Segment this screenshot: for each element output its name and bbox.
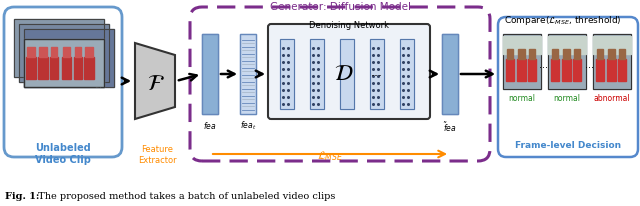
Bar [24, 30, 114, 88]
Text: Frame-level Decision: Frame-level Decision [515, 140, 621, 149]
Bar [607, 60, 616, 82]
Bar [39, 48, 47, 58]
Text: abnormal: abnormal [594, 94, 630, 103]
Bar [619, 50, 625, 60]
Bar [74, 58, 82, 80]
FancyBboxPatch shape [498, 18, 638, 157]
Text: Denoising Network: Denoising Network [309, 21, 389, 30]
Bar [529, 50, 535, 60]
Bar [202, 35, 218, 115]
Bar [548, 35, 586, 90]
Text: Unlabeled
Video Clip: Unlabeled Video Clip [35, 142, 91, 165]
Bar [506, 60, 514, 82]
Bar [574, 50, 580, 60]
Text: ...: ... [540, 60, 548, 70]
Bar [370, 40, 384, 109]
Bar [442, 35, 458, 115]
Text: $\mathcal{D}$: $\mathcal{D}$ [334, 63, 354, 85]
Polygon shape [135, 44, 175, 119]
Text: Fig. 1:: Fig. 1: [5, 191, 40, 200]
Bar [618, 60, 626, 82]
Bar [552, 50, 558, 60]
Bar [19, 25, 109, 83]
Bar [24, 40, 104, 88]
Bar [593, 35, 631, 90]
Bar [51, 48, 57, 58]
Text: $\mathcal{F}$: $\mathcal{F}$ [147, 73, 165, 95]
Bar [608, 50, 615, 60]
Bar [24, 30, 114, 88]
Bar [14, 20, 104, 78]
Text: The proposed method takes a batch of unlabeled video clips: The proposed method takes a batch of unl… [35, 191, 335, 200]
FancyBboxPatch shape [268, 25, 430, 119]
Bar [85, 48, 93, 58]
Bar [518, 50, 525, 60]
Bar [563, 50, 570, 60]
Bar [528, 60, 536, 82]
Bar [507, 50, 513, 60]
Bar [340, 40, 354, 109]
Text: normal: normal [509, 94, 536, 103]
Bar [593, 35, 631, 90]
Text: Generator: Diffusion Model: Generator: Diffusion Model [269, 2, 410, 12]
Bar [310, 40, 324, 109]
Bar [593, 37, 631, 55]
Text: Compare($\mathcal{L}_{MSE}$, threshold): Compare($\mathcal{L}_{MSE}$, threshold) [504, 14, 622, 27]
Bar [26, 58, 36, 80]
Bar [596, 60, 604, 82]
Bar [370, 40, 384, 109]
Text: $\mathcal{L}_{MSE}$: $\mathcal{L}_{MSE}$ [317, 149, 343, 162]
Text: ...: ... [584, 60, 593, 70]
Text: normal: normal [554, 94, 580, 103]
Bar [562, 60, 571, 82]
Text: Feature
Extractor: Feature Extractor [138, 144, 176, 164]
Bar [202, 35, 218, 115]
Bar [548, 37, 586, 55]
Bar [503, 37, 541, 55]
Text: ...: ... [371, 66, 383, 79]
Bar [280, 40, 294, 109]
Bar [240, 35, 256, 115]
Bar [50, 58, 58, 80]
Bar [19, 25, 109, 83]
Bar [63, 48, 70, 58]
Bar [517, 60, 526, 82]
Bar [75, 48, 81, 58]
FancyBboxPatch shape [4, 8, 122, 157]
Bar [340, 40, 354, 109]
Bar [24, 40, 104, 88]
Bar [400, 40, 414, 109]
Text: ...: ... [94, 81, 102, 90]
Bar [503, 35, 541, 90]
Bar [551, 60, 559, 82]
Bar [14, 20, 104, 78]
Bar [503, 35, 541, 90]
Bar [27, 48, 35, 58]
Bar [62, 58, 71, 80]
Bar [548, 35, 586, 90]
Bar [38, 58, 48, 80]
Bar [280, 40, 294, 109]
Bar [442, 35, 458, 115]
Bar [597, 50, 603, 60]
Bar [310, 40, 324, 109]
Bar [400, 40, 414, 109]
Bar [84, 58, 94, 80]
Text: $\tilde{f}ea$: $\tilde{f}ea$ [444, 119, 457, 133]
Text: $fea$: $fea$ [204, 119, 217, 130]
Bar [573, 60, 581, 82]
Text: $fea_t$: $fea_t$ [240, 119, 256, 132]
Bar [240, 35, 256, 115]
